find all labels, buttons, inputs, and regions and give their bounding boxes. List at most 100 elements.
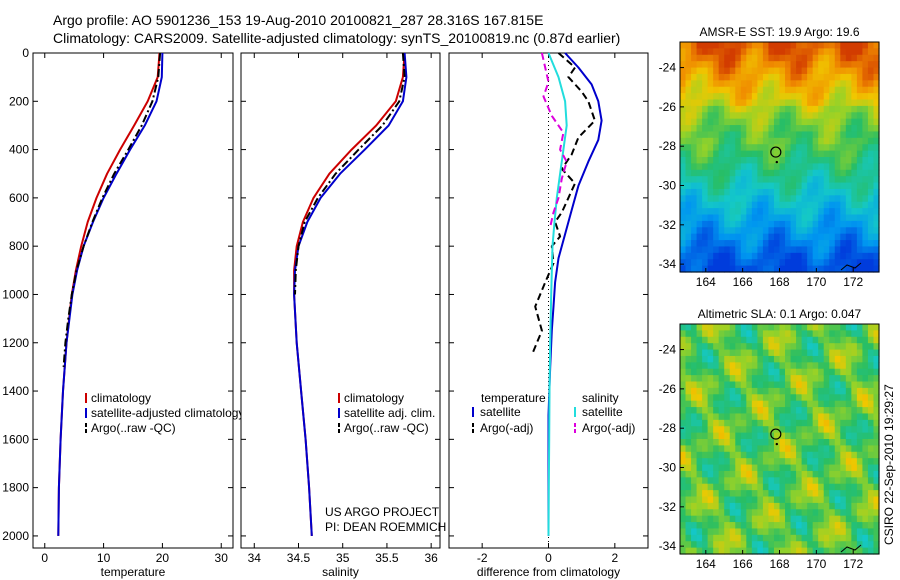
sla-map-cell — [812, 534, 819, 542]
sst-map-cell — [685, 118, 692, 126]
sst-map-cell — [768, 169, 775, 177]
sst-map-cell — [834, 259, 841, 267]
sla-map-cell — [785, 368, 792, 376]
sst-map-cell — [840, 169, 847, 177]
sst-map-cell — [862, 112, 869, 120]
sla-map-cell — [862, 375, 869, 383]
sla-map-cell — [740, 349, 747, 357]
sst-map-cell — [851, 246, 858, 254]
sla-map-cell — [724, 522, 731, 530]
sst-map-cell — [873, 227, 880, 235]
sla-map-cell — [834, 413, 841, 421]
sla-map-cell — [757, 547, 764, 555]
sla-map-cell — [818, 445, 825, 453]
sst-map-cell — [790, 208, 797, 216]
sla-map-cell — [740, 375, 747, 383]
sla-map-cell — [740, 400, 747, 408]
sla-map-cell — [856, 534, 864, 542]
sla-map-cell — [757, 394, 764, 402]
sst-map-cell — [812, 67, 819, 75]
sla-map-cell — [829, 509, 836, 517]
sla-map-cell — [812, 541, 819, 549]
sla-map-cell — [707, 343, 714, 351]
sla-map-cell — [801, 432, 808, 440]
sla-map-cell — [856, 426, 864, 434]
sla-map-cell — [735, 387, 742, 395]
sst-map-cell — [691, 125, 698, 133]
sla-map-cell — [729, 419, 736, 427]
sst-map-cell — [790, 105, 797, 113]
sla-map-cell — [762, 394, 770, 402]
sla-map-cell — [757, 509, 764, 517]
sst-map-cell — [790, 163, 797, 171]
sst-map-cell — [851, 182, 858, 190]
sla-map-cell — [790, 458, 797, 466]
sla-map-cell — [801, 368, 808, 376]
sst-map-cell — [680, 265, 687, 273]
sst-map-cell — [729, 112, 736, 120]
sst-map-cell — [724, 105, 731, 113]
sst-map-cell — [724, 150, 731, 158]
sst-map-cell — [713, 195, 720, 203]
sst-map-cell — [685, 214, 692, 222]
sla-map-cell — [757, 343, 764, 351]
sst-map-cell — [807, 214, 814, 222]
sla-map-cell — [834, 451, 841, 459]
sla-map-cell — [851, 522, 858, 530]
sla-map-cell — [707, 470, 714, 478]
sla-map-cell — [834, 426, 841, 434]
sst-map-cell — [729, 169, 736, 177]
sst-map-cell — [779, 252, 786, 260]
sst-map-cell — [751, 112, 758, 120]
sla-map-cell — [773, 541, 781, 549]
sla-map-cell — [840, 509, 847, 517]
sla-map-cell — [840, 330, 847, 338]
sla-map-cell — [724, 439, 731, 446]
sla-map-cell — [757, 419, 764, 427]
sla-map-cell — [845, 324, 852, 331]
sla-map-cell — [840, 400, 847, 408]
sst-map-cell — [790, 54, 797, 62]
sst-map-cell — [856, 42, 864, 49]
sla-map-cell — [856, 445, 864, 453]
sla-map-cell — [873, 387, 880, 395]
sla-map-cell — [740, 528, 747, 536]
sla-map-cell — [735, 502, 742, 510]
sla-map-cell — [851, 534, 858, 542]
sla-map-cell — [713, 483, 720, 491]
sla-map-cell — [823, 451, 830, 459]
sst-map-cell — [724, 214, 731, 222]
sla-map-cell — [691, 515, 698, 523]
sst-map-cell — [790, 118, 797, 126]
sst-map-cell — [840, 86, 847, 94]
sla-map-cell — [773, 439, 781, 446]
sla-map-cell — [729, 541, 736, 549]
sla-map-cell — [718, 541, 725, 549]
sla-map-cell — [762, 502, 770, 510]
sla-map-cell — [840, 368, 847, 376]
sst-map-cell — [696, 188, 703, 196]
sst-map-cell — [680, 125, 687, 133]
sla-map-cell — [735, 368, 742, 376]
sst-map-cell — [867, 227, 875, 235]
sla-map-cell — [724, 502, 731, 510]
sla-map-cell — [818, 330, 825, 338]
sla-map-cell — [873, 426, 880, 434]
sla-map-cell — [762, 407, 770, 415]
sst-map-cell — [762, 125, 770, 133]
sla-map-cell — [873, 324, 880, 331]
sla-map-cell — [746, 522, 753, 530]
sla-map-cell — [812, 515, 819, 523]
sst-map-cell — [707, 259, 714, 267]
sla-map-cell — [823, 381, 830, 389]
sst-map-cell — [702, 54, 709, 62]
sst-map-cell — [696, 150, 703, 158]
sla-map-cell — [746, 330, 753, 338]
sst-map-cell — [768, 99, 775, 107]
sst-map-cell — [785, 195, 792, 203]
sst-map-cell — [790, 188, 797, 196]
sst-map-cell — [713, 227, 720, 235]
sst-map-cell — [685, 188, 692, 196]
sla-map-cell — [779, 324, 786, 331]
sla-map-cell — [801, 528, 808, 536]
